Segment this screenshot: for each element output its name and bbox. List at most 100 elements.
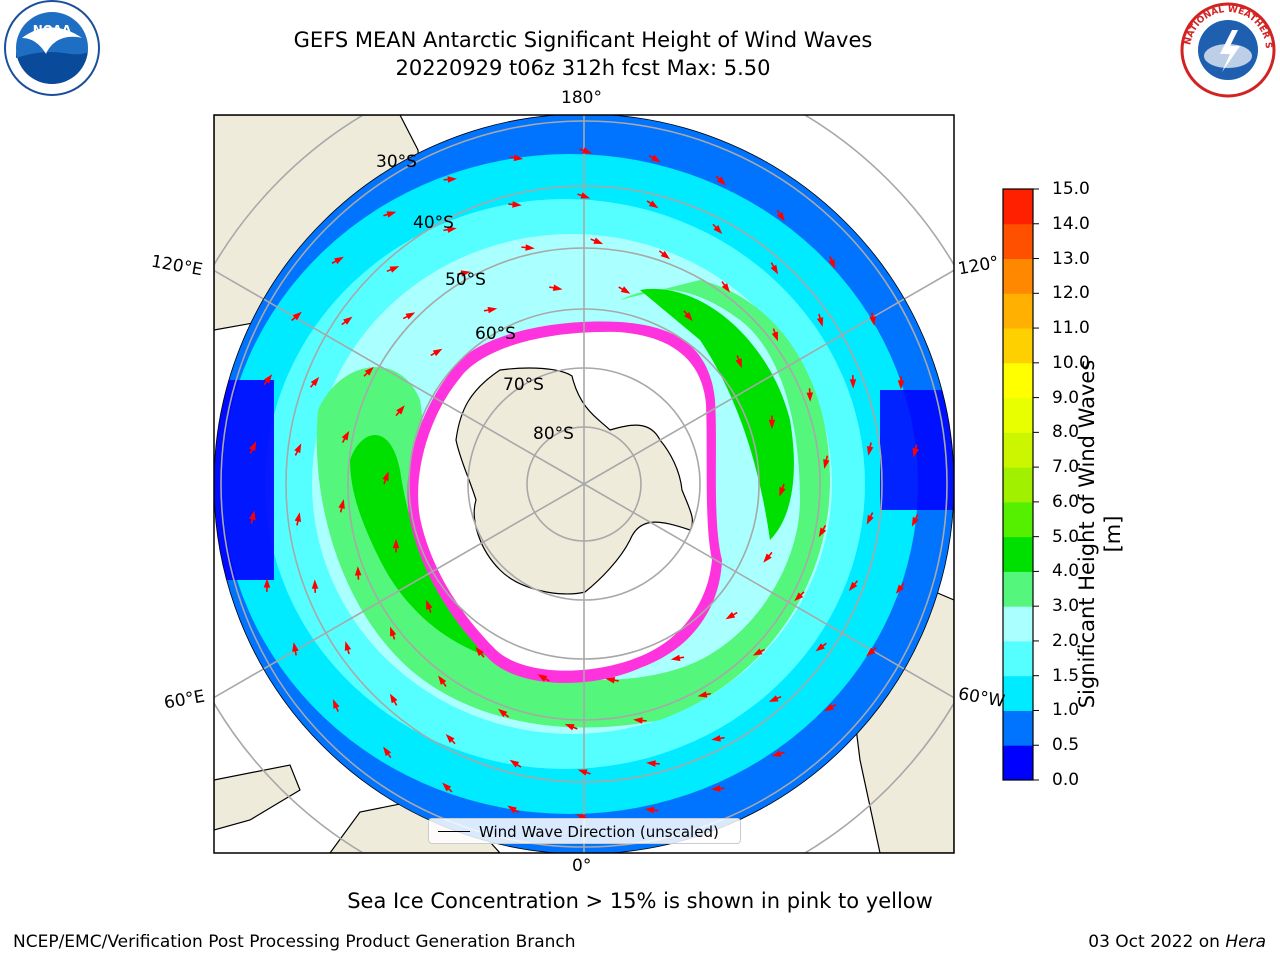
wave-arrow-head [497, 708, 508, 718]
colorbar-tick-label: 0.0 [1052, 770, 1080, 790]
wave-arrow-head [537, 674, 548, 682]
wave-arrow-head [580, 192, 591, 199]
colorbar-band [1003, 501, 1033, 538]
lat-label-30s: 30°S [376, 152, 417, 172]
wave-arrow-head [334, 256, 344, 265]
wave-arrow-head [405, 312, 416, 320]
wave-arrow-head [426, 599, 433, 610]
colorbar-band [1003, 467, 1033, 503]
wave-arrow-head [249, 510, 256, 521]
wave-arrow-head [354, 566, 362, 576]
colorbar [1003, 188, 1039, 781]
wave-arrow-head [382, 471, 389, 482]
wave-arrow-head [848, 581, 858, 592]
colorbar-band [1003, 223, 1033, 260]
lon-label-top: 180° [561, 88, 602, 108]
wave-arrow-head [806, 392, 814, 402]
wave-arrow-head [386, 211, 397, 218]
wave-arrow-head [697, 691, 708, 698]
wave-arrow-head [710, 785, 721, 792]
wave-arrow-head [341, 430, 350, 441]
wave-arrow-head [525, 244, 535, 251]
wave-arrow-head [396, 405, 405, 415]
colorbar-band [1003, 675, 1033, 711]
wave-arrow-head [776, 211, 785, 222]
wave-arrow-head [460, 270, 471, 277]
wave-arrow-head [292, 642, 299, 652]
wave-arrow-head [552, 284, 563, 292]
wave-arrow-head [823, 459, 830, 469]
wave-arrow-head [605, 676, 616, 684]
colorbar-tick-label: 13.0 [1052, 248, 1090, 269]
wave-arrow-head [660, 250, 671, 260]
wave-arrow-head [897, 380, 905, 390]
lat-label-70s: 70°S [503, 375, 544, 395]
footer-date-text: 03 Oct 2022 on [1088, 932, 1220, 952]
colorbar-tick-label: 11.0 [1052, 318, 1090, 339]
wave-arrow-head [442, 782, 452, 792]
antarctica [455, 367, 694, 595]
colorbar-tick-label: 4.0 [1052, 561, 1080, 582]
chart-title: GEFS MEAN Antarctic Significant Height o… [293, 28, 873, 52]
wave-arrow-head [344, 641, 352, 651]
colorbar-tick-label: 9.0 [1052, 387, 1080, 408]
colorbar-tick-label: 0.5 [1052, 735, 1080, 756]
colorbar-tick-label: 3.0 [1052, 596, 1080, 617]
legend-line [438, 831, 470, 832]
wave-arrow-head [713, 225, 723, 235]
wave-arrow-head [644, 806, 655, 814]
wave-arrow-head [294, 443, 302, 454]
wave-arrow-head [794, 592, 804, 602]
colorbar-tick-label: 1.5 [1052, 665, 1080, 686]
wave-arrow-head [912, 447, 919, 458]
colorbar-tick-label: 10.0 [1052, 352, 1090, 373]
wave-arrow-head [447, 226, 457, 233]
wave-arrow-head [311, 579, 319, 589]
wave-arrow-head [292, 311, 302, 321]
wave-arrow-head [392, 538, 400, 549]
colorbar-band [1003, 328, 1033, 364]
wave-arrow-head [507, 805, 517, 814]
lat-label-80s: 80°S [533, 424, 574, 444]
wave-arrow-head [513, 154, 524, 162]
wave-arrow-head [310, 376, 320, 387]
wave-arrow-head [447, 176, 458, 183]
colorbar-tick-label: 14.0 [1052, 213, 1090, 234]
wave-arrow-head [866, 446, 874, 456]
wave-arrow-head [383, 746, 392, 757]
wave-arrow-head [648, 200, 659, 209]
wave-arrow-head [768, 695, 779, 702]
wave-arrow-head [651, 154, 661, 163]
wave-arrow-head [911, 516, 919, 527]
wave-arrow-head [343, 316, 353, 325]
wave-arrow-head [866, 647, 876, 657]
wave-arrow-head [770, 264, 779, 275]
wave-arrow-head [263, 578, 271, 588]
wave-arrow-head [670, 654, 681, 662]
wind-wave-arrows [249, 147, 919, 821]
colorbar-band [1003, 189, 1033, 225]
legend-text: Wind Wave Direction (unscaled) [479, 823, 719, 841]
wave-arrow-head [869, 316, 876, 326]
chart-subtitle: 20220929 t06z 312h fcst Max: 5.50 [395, 56, 771, 80]
wave-arrow-head [824, 703, 834, 712]
wave-arrow-head [364, 366, 374, 376]
wave-arrow-head [475, 646, 484, 657]
wave-arrow-head [711, 735, 721, 742]
colorbar-tick-label: 12.0 [1052, 283, 1090, 304]
wave-arrow-head [445, 733, 455, 743]
colorbar-tick-label: 1.0 [1052, 700, 1080, 721]
wave-arrow-head [646, 760, 656, 767]
sea-ice-note: Sea Ice Concentration > 15% is shown in … [347, 889, 933, 913]
wave-arrow-head [752, 648, 763, 656]
wave-arrow-head [432, 348, 443, 357]
wave-arrow-head [684, 311, 693, 322]
wave-arrow-head [620, 286, 631, 294]
colorbar-tick-label: 7.0 [1052, 457, 1080, 478]
wave-arrow-head [828, 259, 836, 269]
wave-arrow-head [633, 717, 643, 724]
colorbar-tick-label: 5.0 [1052, 526, 1080, 547]
colorbar-band [1003, 293, 1033, 329]
